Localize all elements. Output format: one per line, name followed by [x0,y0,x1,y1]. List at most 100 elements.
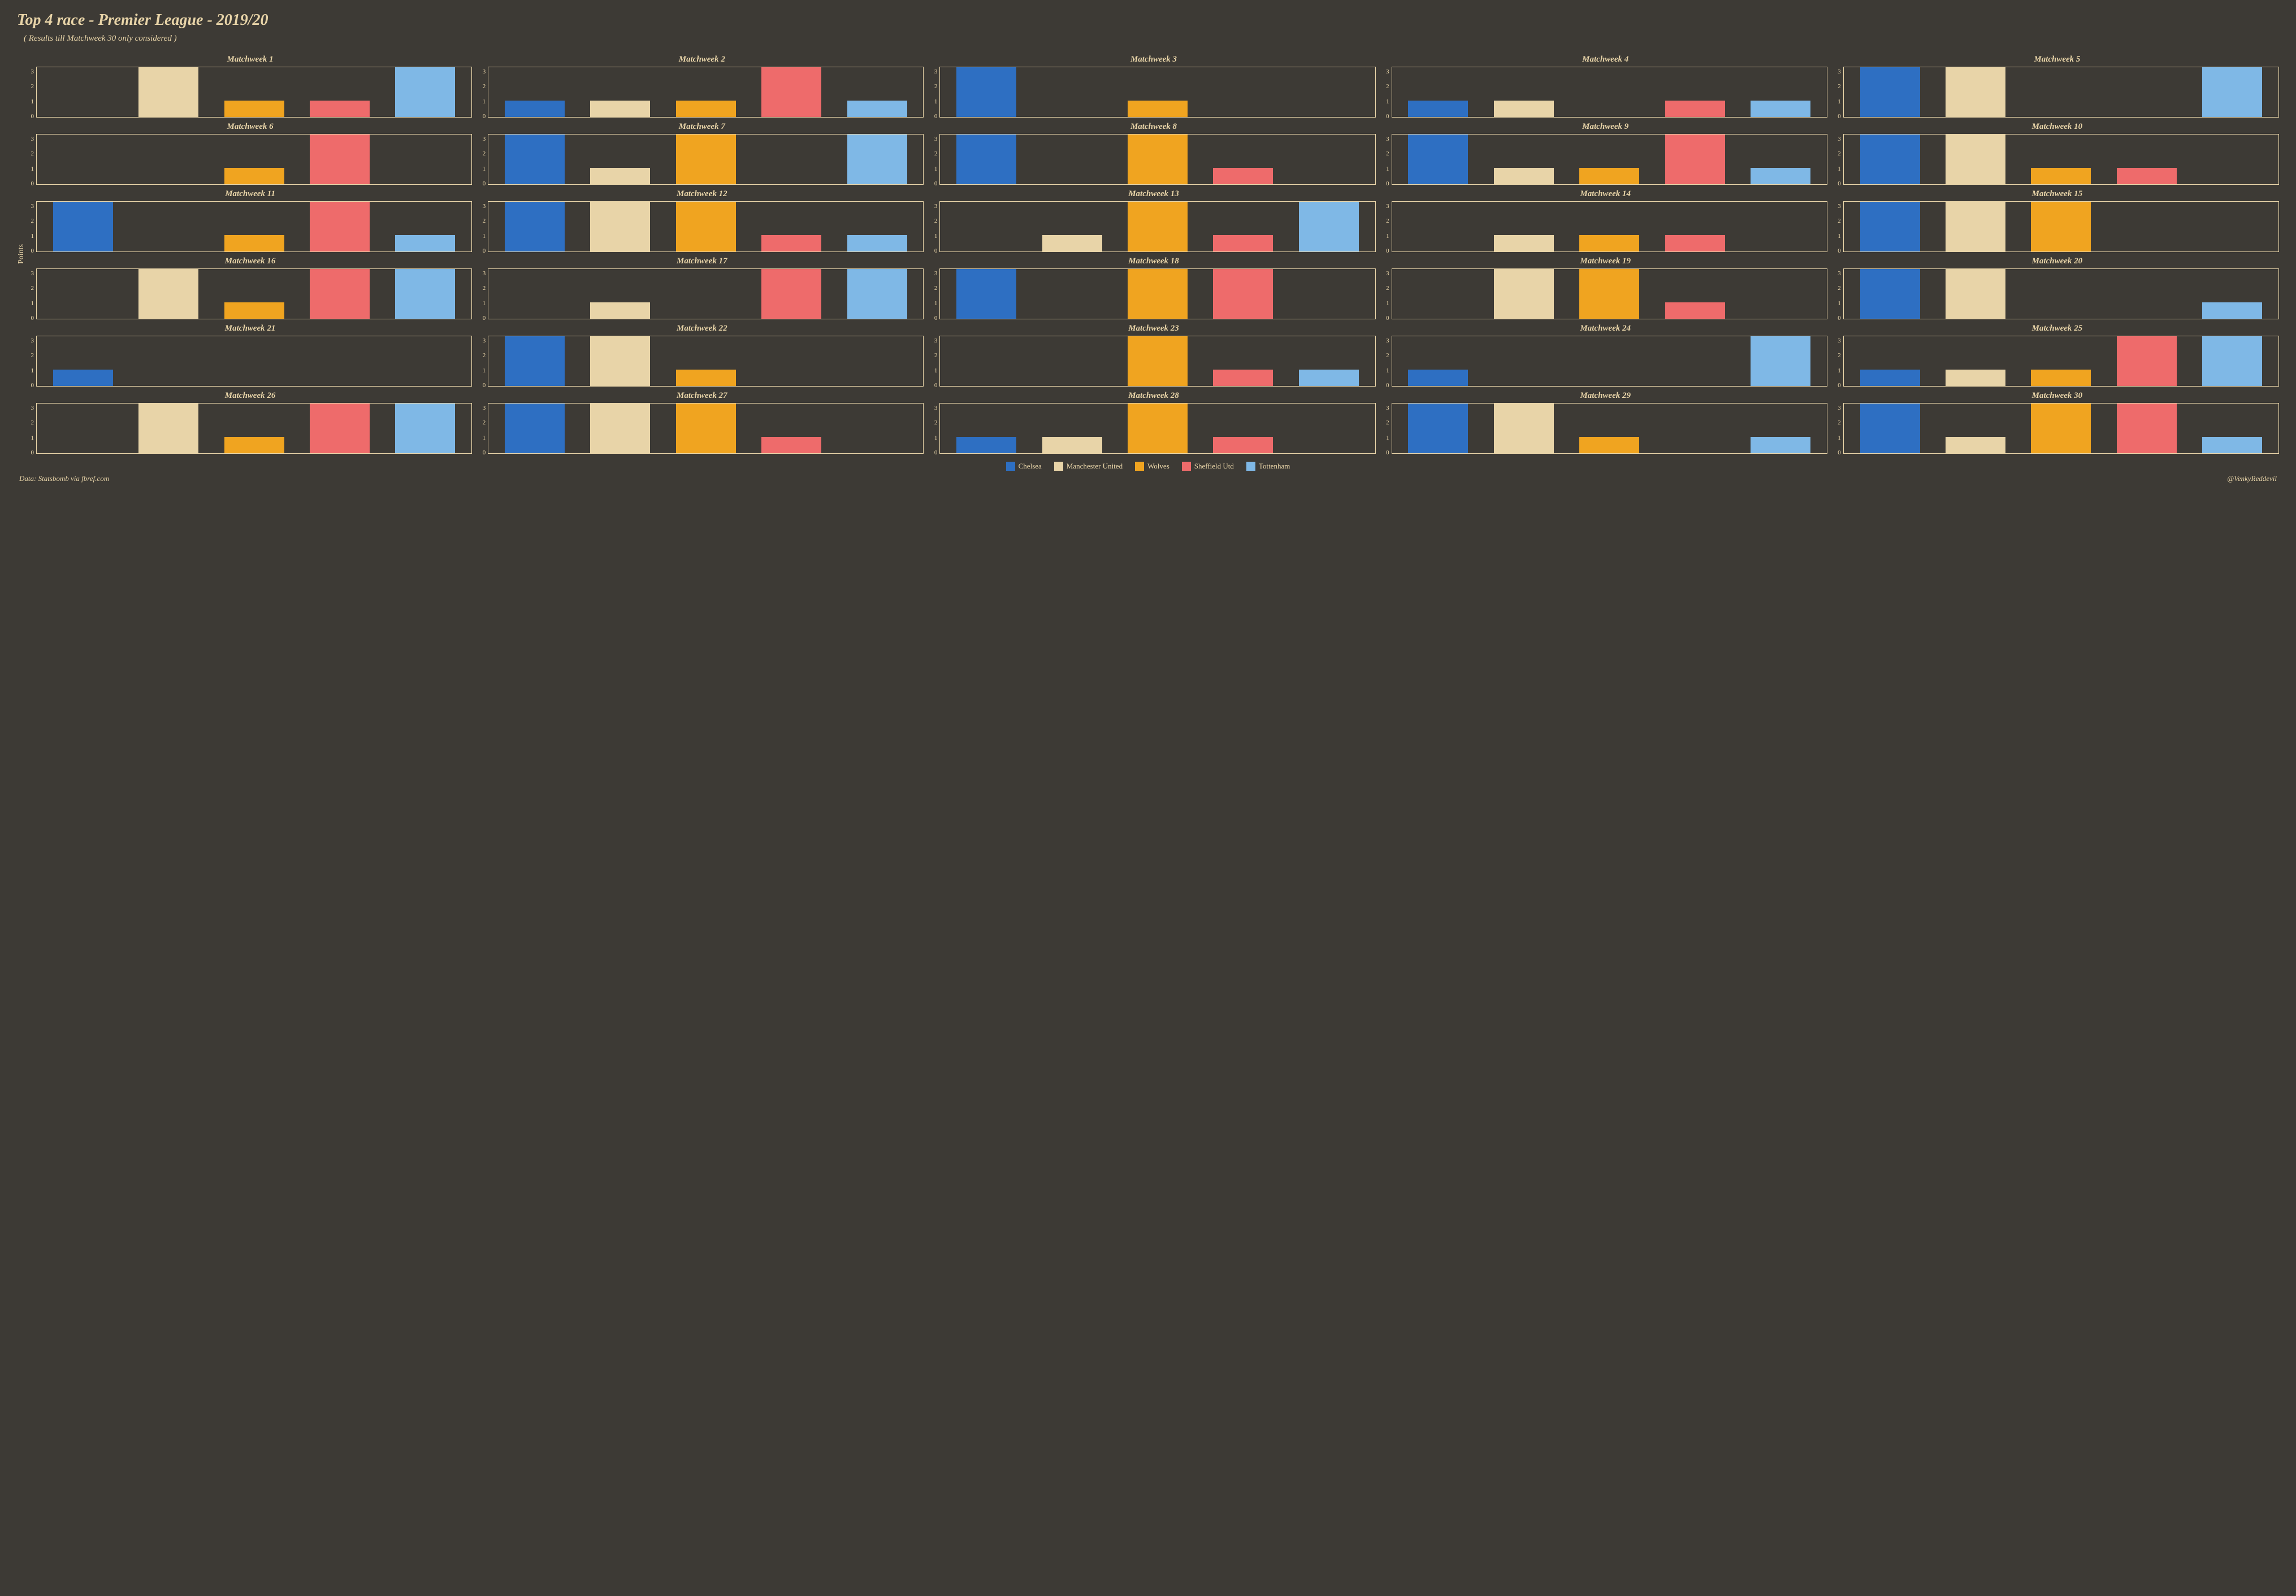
matchweek-panel: Matchweek 150123 [1835,189,2279,252]
bar-plot [488,268,924,319]
bar-plot [1392,134,1827,185]
bar [224,302,284,319]
bar [505,101,565,117]
panel-title: Matchweek 10 [2032,122,2083,132]
panel-title: Matchweek 9 [1582,122,1628,132]
panel-title: Matchweek 3 [1130,55,1177,64]
bar [138,404,198,453]
bar-plot [1843,336,2279,387]
bar-plot [36,67,472,118]
y-axis-ticks: 0123 [1835,268,1843,319]
bar [1751,168,1810,184]
bar [505,336,565,386]
legend-label: Wolves [1147,462,1169,471]
bar [956,135,1016,184]
matchweek-panel: Matchweek 1 0123 [28,55,472,118]
matchweek-panel: Matchweek 50123 [1835,55,2279,118]
bar [505,135,565,184]
bar [1408,404,1468,453]
panel-grid: Matchweek 10123Matchweek 20123Matchweek … [28,55,2279,454]
y-axis-ticks: 0123 [1384,134,1392,185]
bar [847,101,907,117]
bar [676,202,736,251]
bar [395,235,455,251]
matchweek-panel: Matchweek 80123 [932,122,1375,185]
bar [310,202,370,251]
bar [395,67,455,117]
page-subtitle: ( Results till Matchweek 30 only conside… [17,34,2279,44]
panel-title: Matchweek 23 [1128,324,1179,333]
bar [395,269,455,319]
y-axis-ticks: 0123 [1384,67,1392,118]
legend-label: Sheffield Utd [1194,462,1234,471]
y-axis-ticks: 0123 [28,67,36,118]
matchweek-panel: Matchweek 30123 [932,55,1375,118]
bar-plot [1392,403,1827,454]
bar-plot [939,201,1375,252]
bar-plot [488,67,924,118]
bar [1408,101,1468,117]
panel-title: Matchweek 26 [225,391,276,401]
bar-plot [36,201,472,252]
panel-title: Matchweek 18 [1128,257,1179,266]
bar [1213,370,1273,386]
bar-plot [1843,268,2279,319]
panel-title: Matchweek 15 [2032,189,2083,199]
panel-title: Matchweek 25 [2032,324,2083,333]
bar [1860,269,1920,319]
bar [1665,135,1725,184]
panel-title: Matchweek 16 [225,257,276,266]
bar [2031,370,2091,386]
matchweek-panel: Matchweek 270123 [480,391,924,454]
legend-item: Tottenham [1246,462,1290,471]
bar [310,404,370,453]
y-axis-ticks: 0123 [480,67,488,118]
panel-title: Matchweek 22 [677,324,727,333]
y-axis-ticks: 0123 [480,201,488,252]
bar [2031,404,2091,453]
matchweek-panel: Matchweek 290123 [1384,391,1827,454]
bar-plot [36,336,472,387]
bar-plot [36,403,472,454]
bar [1128,101,1188,117]
y-axis-ticks: 0123 [1835,67,1843,118]
bar-plot [939,134,1375,185]
bar [1946,269,2005,319]
bar [956,67,1016,117]
legend-swatch [1054,462,1063,471]
bar [1213,269,1273,319]
bar [590,168,650,184]
legend: ChelseaManchester UnitedWolvesSheffield … [17,462,2279,471]
panel-title: Matchweek 1 [227,55,274,64]
bar [1128,269,1188,319]
legend-item: Manchester United [1054,462,1123,471]
bar [1860,370,1920,386]
bar [590,336,650,386]
panel-title: Matchweek 19 [1580,257,1631,266]
data-source: Data: Statsbomb via fbref.com [19,474,109,483]
bar [761,67,821,117]
y-axis-ticks: 0123 [28,201,36,252]
matchweek-panel: Matchweek 140123 [1384,189,1827,252]
panel-title: Matchweek 30 [2032,391,2083,401]
bar-plot [1843,403,2279,454]
author-handle: @VenkyReddevil [2227,474,2277,483]
y-axis-ticks: 0123 [1835,134,1843,185]
bar [1494,235,1554,251]
bar-plot [488,403,924,454]
panel-title: Matchweek 27 [677,391,727,401]
bar [1579,168,1639,184]
bar [1128,202,1188,251]
matchweek-panel: Matchweek 20123 [480,55,924,118]
panel-title: Matchweek 20 [2032,257,2083,266]
bar-plot [488,134,924,185]
bar [505,404,565,453]
chart-area: Points Matchweek 10123Matchweek 20123Mat… [17,55,2279,454]
bar [676,135,736,184]
matchweek-panel: Matchweek 230123 [932,324,1375,387]
legend-swatch [1182,462,1191,471]
matchweek-panel: Matchweek 300123 [1835,391,2279,454]
y-axis-label: Points [17,244,26,264]
bar [1579,269,1639,319]
bar [224,168,284,184]
